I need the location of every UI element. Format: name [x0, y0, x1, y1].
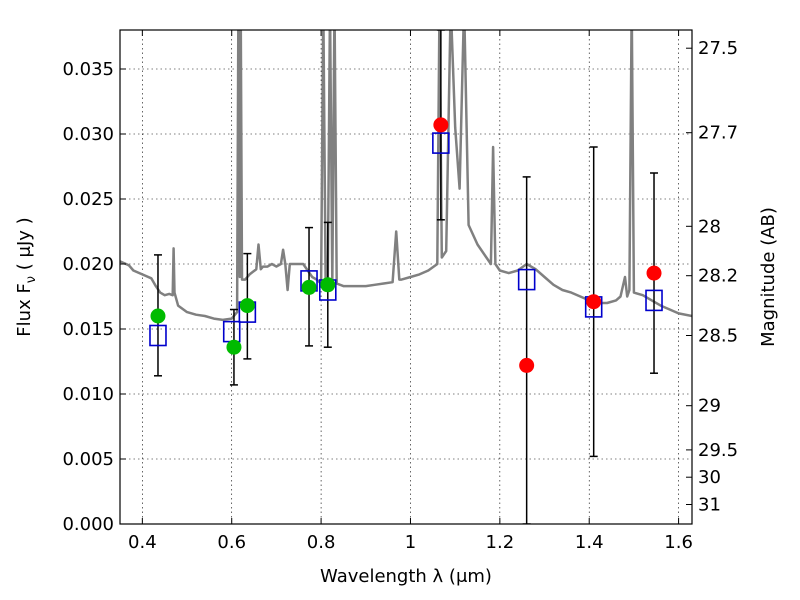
observed-point-red [433, 117, 449, 133]
observed-point-green [239, 298, 255, 314]
observed-point-green [301, 279, 317, 295]
right-tick-label: 29.5 [698, 440, 738, 461]
y-tick-label: 0.030 [62, 124, 114, 145]
right-tick-label: 28.5 [698, 326, 738, 347]
x-tick-label: 1.2 [486, 532, 515, 553]
y-tick-label: 0.005 [62, 449, 114, 470]
right-tick-label: 28 [698, 216, 721, 237]
right-tick-label: 27.5 [698, 38, 738, 59]
right-tick-label: 28.2 [698, 266, 738, 287]
y-tick-label: 0.020 [62, 254, 114, 275]
x-tick-label: 0.4 [128, 532, 157, 553]
model-flux-box [432, 132, 450, 154]
observed-point-red [646, 265, 662, 281]
x-tick-label: 0.6 [217, 532, 246, 553]
template-spectrum-layer [120, 30, 692, 322]
observed-point-red [519, 357, 535, 373]
observed-point-green [320, 277, 336, 293]
x-tick-label: 1.6 [664, 532, 693, 553]
x-tick-label: 1 [405, 532, 416, 553]
observed-point-layer [150, 117, 662, 373]
right-axis-label: Magnitude (AB) [758, 207, 779, 347]
y-axis-label-subscript: ν [24, 276, 39, 283]
right-tick-label: 30 [698, 467, 721, 488]
right-tick-label: 31 [698, 495, 721, 516]
x-tick-label: 1.4 [575, 532, 604, 553]
y-axis-label-unit: ( μJy ) [14, 217, 35, 276]
plot-frame [119, 29, 693, 525]
x-axis-label: Wavelength λ (μm) [320, 566, 492, 587]
right-tick-label: 27.7 [698, 123, 738, 144]
observed-point-red [586, 294, 602, 310]
y-tick-label: 0.000 [62, 514, 114, 535]
x-tick-label: 0.8 [307, 532, 336, 553]
y-axis-label-main: Flux F [14, 283, 35, 337]
observed-point-green [226, 339, 242, 355]
right-tick-label: 29 [698, 396, 721, 417]
template-spectrum-line [120, 30, 692, 322]
y-tick-label: 0.025 [62, 189, 114, 210]
model-flux-box [517, 268, 536, 291]
model-box-layer [149, 132, 663, 347]
axes-layer: 0.4 0.6 0.8 1 1.2 1.4 1.6 0.000 0.005 0.010 0.015 0… [62, 30, 738, 553]
model-flux-box [645, 289, 663, 312]
y-tick-label: 0.010 [62, 384, 114, 405]
y-axis-label: Flux Fν ( μJy ) [14, 217, 39, 336]
observed-point-green [150, 308, 166, 324]
y-tick-label: 0.015 [62, 319, 114, 340]
model-flux-box [149, 324, 167, 347]
y-tick-label: 0.035 [62, 59, 114, 80]
